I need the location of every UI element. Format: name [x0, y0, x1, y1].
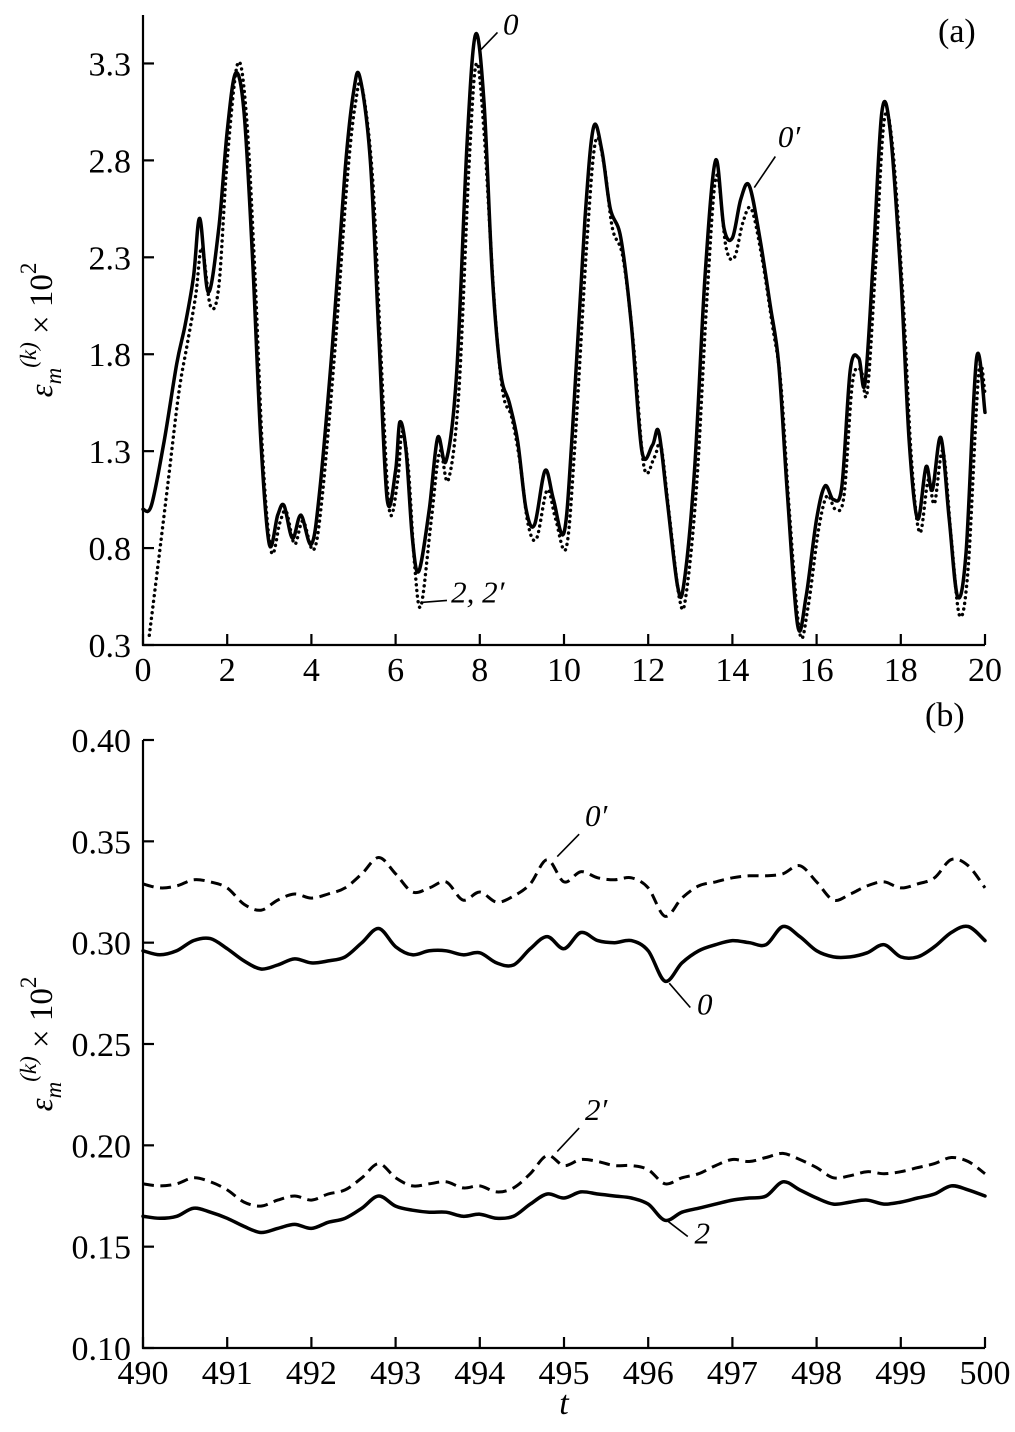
y-tick-label: 0.30 — [72, 926, 132, 963]
x-tick-label: 499 — [875, 1355, 926, 1392]
x-tick-label: 4 — [303, 652, 320, 689]
series-path-b-0 — [142, 855, 987, 918]
x-tick-label: 498 — [791, 1355, 842, 1392]
series-path-b-3 — [141, 1180, 987, 1235]
panel-tag: (b) — [925, 697, 965, 734]
x-tick-label: 14 — [715, 652, 749, 689]
x-tick-label: 12 — [631, 652, 665, 689]
x-tick-label: 491 — [202, 1355, 253, 1392]
x-tick-label: 0 — [135, 652, 152, 689]
y-tick-label: 0.25 — [72, 1027, 132, 1064]
annotation-label: 2, 2′ — [451, 574, 506, 609]
annotation-label: 0 — [697, 987, 713, 1022]
x-tick-label: 20 — [968, 652, 1002, 689]
annotation-label: 0′ — [585, 798, 609, 833]
y-tick-label: 1.8 — [89, 337, 132, 374]
annotation-leader-line — [668, 982, 691, 1009]
y-tick-label: 0.8 — [89, 531, 132, 568]
y-tick-label: 0.40 — [72, 723, 132, 760]
annotation-leader-line — [480, 31, 499, 51]
y-axis-label: εm(k) × 102 — [16, 263, 66, 398]
annotation-leader-line — [556, 833, 580, 858]
x-tick-label: 18 — [884, 652, 918, 689]
series-path-b-2 — [142, 1151, 986, 1208]
annotation-leader-line — [422, 599, 448, 604]
x-tick-label: 6 — [387, 652, 404, 689]
x-tick-label: 492 — [286, 1355, 337, 1392]
series-path-b-1 — [141, 924, 987, 983]
panel-b: 490 491 492 493 494 495 496 497 498 499 500 0.10 0.1… — [16, 697, 1011, 1422]
x-tick-label: 496 — [623, 1355, 674, 1392]
x-axis-label: t — [559, 1385, 570, 1422]
x-tick-label: 494 — [454, 1355, 505, 1392]
annotation-leader-line — [753, 156, 777, 188]
x-tick-label: 500 — [960, 1355, 1011, 1392]
x-tick-label: 10 — [547, 652, 581, 689]
x-tick-label: 495 — [539, 1355, 590, 1392]
x-tick-label: 490 — [118, 1355, 169, 1392]
panel-a: 0 2 4 6 8 10 12 14 16 18 20 0.3 0.8 1.3 1.8 2.3 2.8 3.3 0 0… — [16, 6, 1002, 689]
y-axis-label: εm(k) × 102 — [16, 977, 66, 1112]
panel-tag: (a) — [938, 13, 976, 50]
y-tick-label: 0.3 — [89, 628, 132, 665]
y-tick-label: 0.15 — [72, 1230, 132, 1267]
annotation-label: 0 — [503, 6, 519, 41]
annotation-label: 2′ — [585, 1092, 609, 1127]
y-tick-label: 2.8 — [89, 143, 132, 180]
annotation-leader-line — [666, 1219, 689, 1238]
x-tick-label: 2 — [219, 652, 236, 689]
series-path-a-1 — [147, 60, 987, 641]
x-tick-label: 497 — [707, 1355, 758, 1392]
x-tick-label: 16 — [800, 652, 834, 689]
annotation-leader-line — [556, 1127, 580, 1152]
x-tick-label: 493 — [370, 1355, 421, 1392]
annotation-label: 0′ — [778, 119, 802, 154]
y-tick-label: 0.35 — [72, 824, 132, 861]
y-tick-label: 2.3 — [89, 240, 132, 277]
y-tick-label: 3.3 — [89, 46, 132, 83]
y-tick-label: 0.10 — [72, 1331, 132, 1368]
x-tick-label: 8 — [471, 652, 488, 689]
y-tick-label: 0.20 — [72, 1128, 132, 1165]
y-tick-label: 1.3 — [89, 434, 132, 471]
axis-frame — [141, 15, 985, 647]
axis-frame — [141, 740, 985, 1350]
annotation-label: 2 — [695, 1216, 711, 1251]
